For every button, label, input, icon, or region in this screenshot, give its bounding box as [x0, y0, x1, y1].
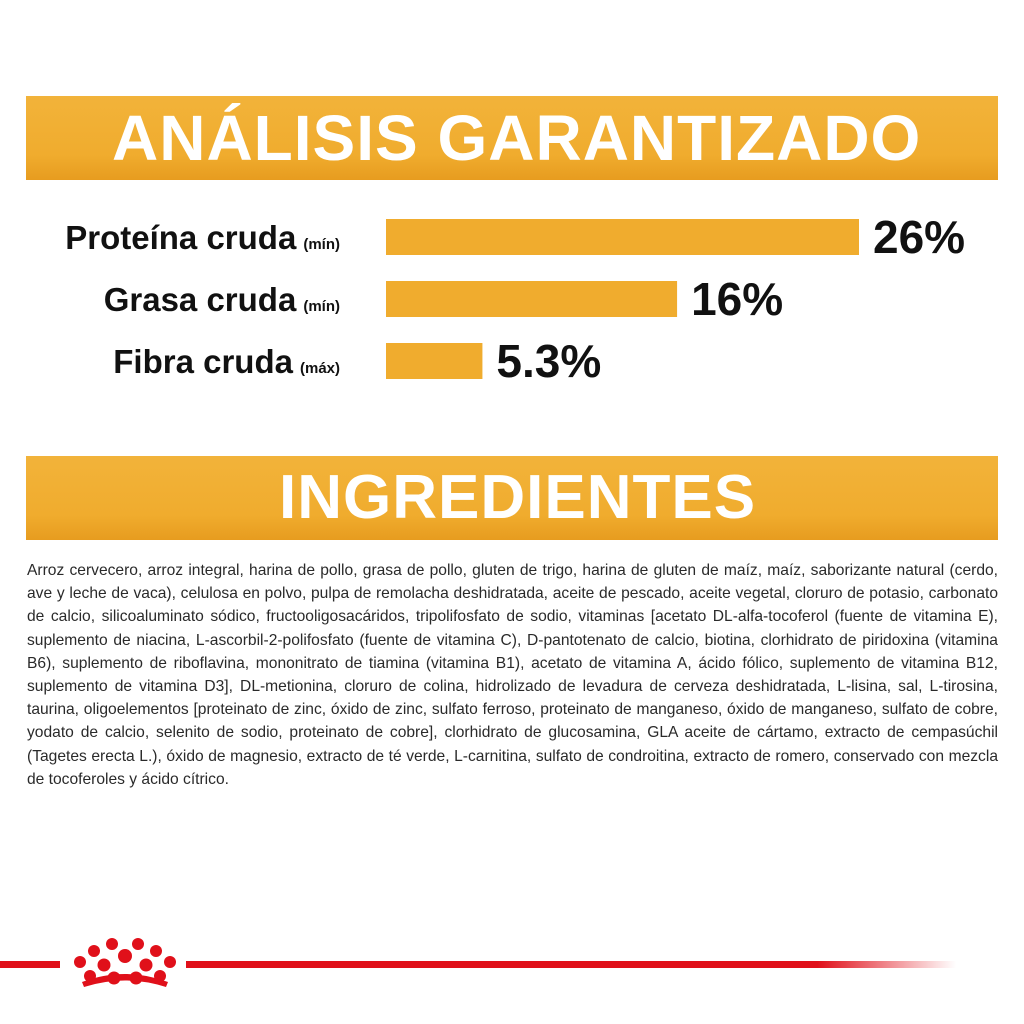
ingredients-text: Arroz cervecero, arroz integral, harina …	[27, 562, 998, 788]
category-name: Fibra cruda	[113, 343, 293, 380]
footer-red-line-right	[186, 961, 956, 968]
royal-crown-icon	[74, 938, 176, 987]
value-label-grasa-cruda: 16%	[691, 273, 783, 325]
bar-fibra-cruda	[386, 343, 483, 379]
bar-proteina-cruda	[386, 219, 859, 255]
footer	[0, 930, 1024, 990]
value-label-proteina-cruda: 26%	[873, 211, 965, 263]
analysis-banner: ANÁLISIS GARANTIZADO	[26, 96, 998, 180]
category-label-grasa-cruda: Grasa cruda (mín)	[104, 281, 340, 318]
bar-grasa-cruda	[386, 281, 678, 317]
category-label-proteina-cruda: Proteína cruda (mín)	[65, 219, 340, 256]
footer-red-line-left	[0, 961, 60, 968]
category-name: Proteína cruda	[65, 219, 297, 256]
value-label-fibra-cruda: 5.3%	[496, 335, 601, 387]
ingredients-title: INGREDIENTES	[279, 463, 757, 532]
nutrient-bar-chart: Proteína cruda (mín) 26% Grasa cruda (mín) 16…	[65, 211, 965, 387]
category-qualifier: (máx)	[300, 360, 340, 377]
category-label-fibra-cruda: Fibra cruda (máx)	[113, 343, 340, 380]
analysis-title: ANÁLISIS GARANTIZADO	[112, 102, 922, 174]
category-qualifier: (mín)	[303, 236, 340, 253]
category-name: Grasa cruda	[104, 281, 297, 318]
ingredients-banner: INGREDIENTES	[26, 456, 998, 540]
category-qualifier: (mín)	[303, 298, 340, 315]
